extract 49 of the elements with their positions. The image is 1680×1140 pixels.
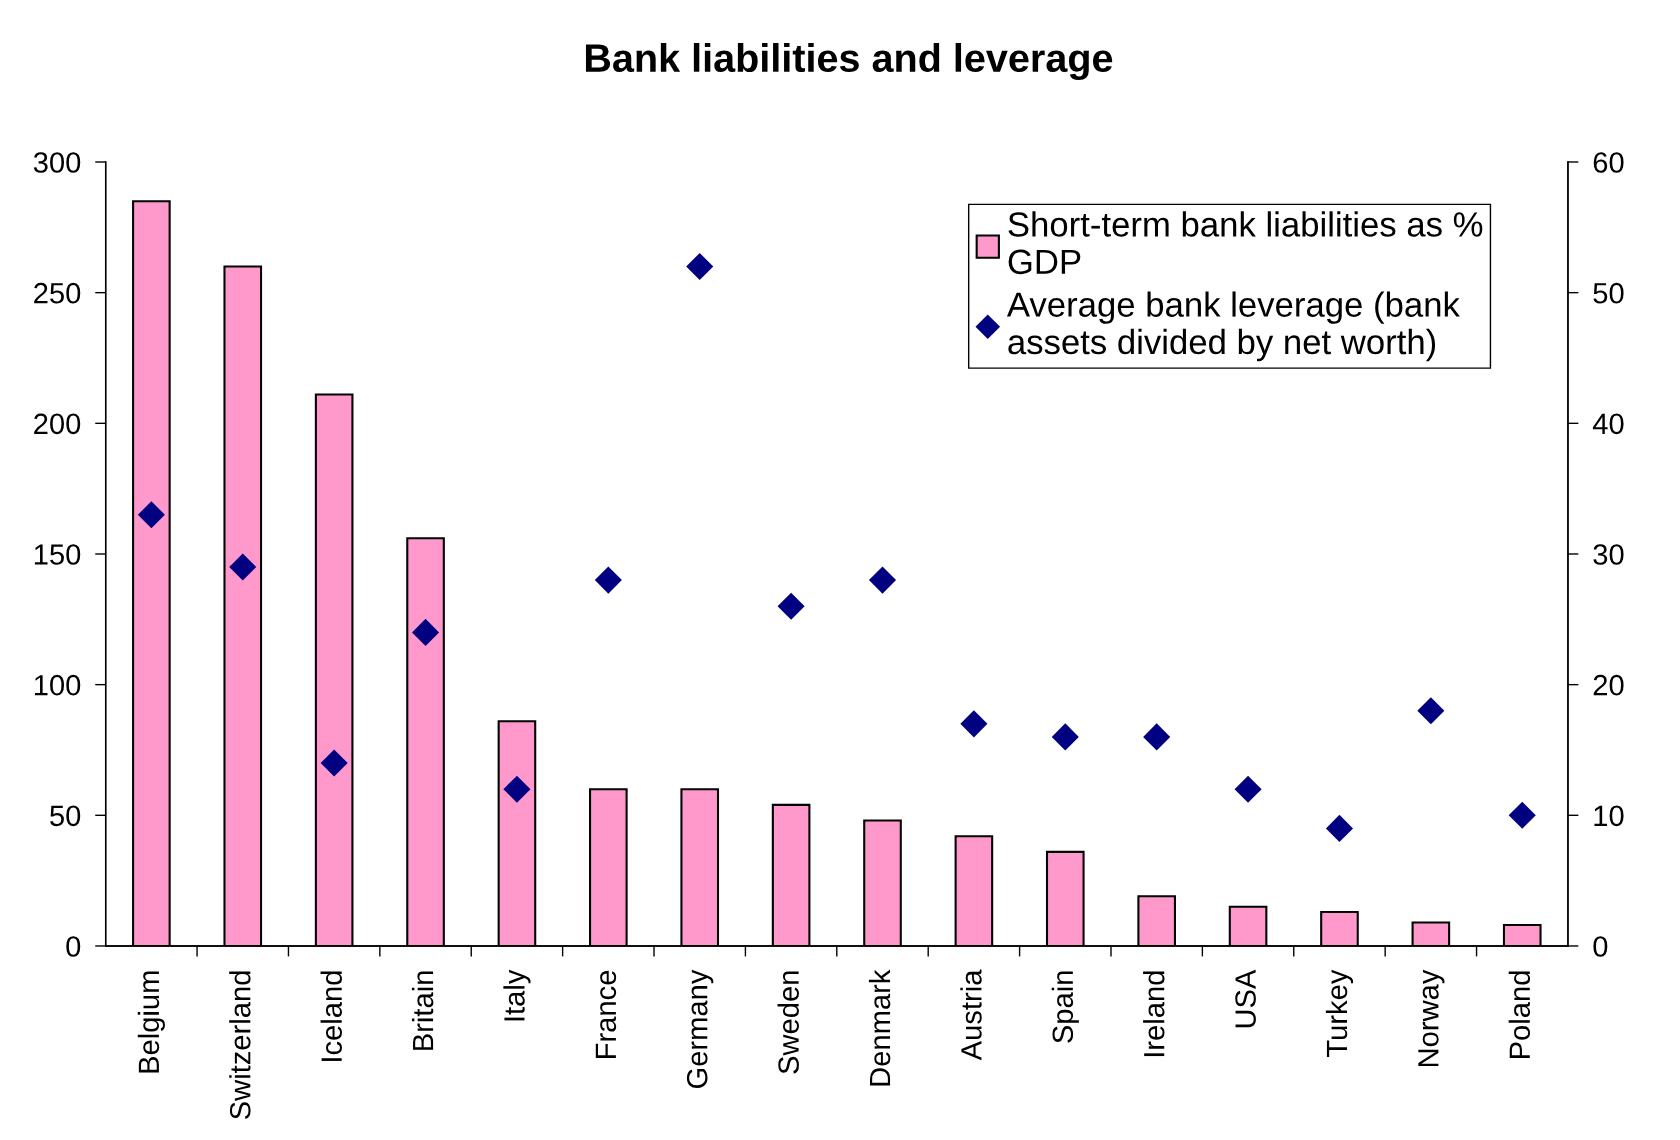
x-tick-label: France xyxy=(595,970,617,1058)
x-tick-label: Norway xyxy=(1418,969,1445,1067)
point xyxy=(1325,814,1353,842)
y-tick-label: 300 xyxy=(33,152,81,173)
x-tick-label: Turkey xyxy=(1325,969,1354,1057)
y-tick-label: 100 xyxy=(34,674,81,696)
point xyxy=(1051,723,1079,751)
x-tick-label: Britain xyxy=(411,971,434,1050)
y2-tick-label: 0 xyxy=(1593,936,1608,957)
legend-label: Average bank leverage (bank assets divided by net worth) xyxy=(1006,291,1460,362)
x-tick-label: Poland xyxy=(1508,971,1531,1058)
y2-tick-label: 40 xyxy=(1592,413,1624,435)
y2-tick-label: 10 xyxy=(1594,805,1624,827)
point xyxy=(320,749,348,777)
point xyxy=(1417,697,1445,725)
x-tick-label: Belgium xyxy=(137,971,165,1073)
point xyxy=(594,566,622,594)
x-tick-label: Spain xyxy=(1051,971,1079,1043)
point xyxy=(412,618,440,646)
point xyxy=(868,566,897,594)
point xyxy=(777,592,805,620)
x-tick-label: Sweden xyxy=(777,971,799,1074)
x-tick-label: Ireland xyxy=(1143,971,1165,1057)
y-tick-label: 200 xyxy=(34,413,81,435)
point xyxy=(686,252,714,281)
point xyxy=(960,710,988,738)
y2-tick-label: 50 xyxy=(1593,282,1624,304)
y2-tick-label: 20 xyxy=(1593,674,1624,696)
y2-tick-label: 60 xyxy=(1593,152,1624,173)
legend-label: Short-term bank liabilities as % GDP xyxy=(1008,211,1483,275)
y-tick-label: 50 xyxy=(50,805,81,827)
point xyxy=(1508,801,1536,829)
point xyxy=(137,501,165,529)
x-tick-label: Switzerland xyxy=(229,971,251,1120)
x-tick-label: Germany xyxy=(686,969,714,1089)
point xyxy=(503,775,531,803)
x-tick-label: Iceland xyxy=(320,971,342,1061)
y-tick-label: 150 xyxy=(34,544,81,565)
y-tick-label: 0 xyxy=(66,936,81,957)
x-tick-label: USA xyxy=(1235,969,1256,1028)
y2-tick-label: 30 xyxy=(1593,544,1624,565)
chart-title: Bank liabilities and leverage xyxy=(585,43,1113,81)
point xyxy=(229,553,257,581)
x-tick-label: Austria xyxy=(960,969,982,1061)
x-tick-label: Denmark xyxy=(868,969,891,1086)
x-tick-label: Italy xyxy=(503,969,531,1021)
point xyxy=(1234,775,1262,803)
y-tick-label: 250 xyxy=(34,282,81,304)
point xyxy=(1143,723,1171,751)
